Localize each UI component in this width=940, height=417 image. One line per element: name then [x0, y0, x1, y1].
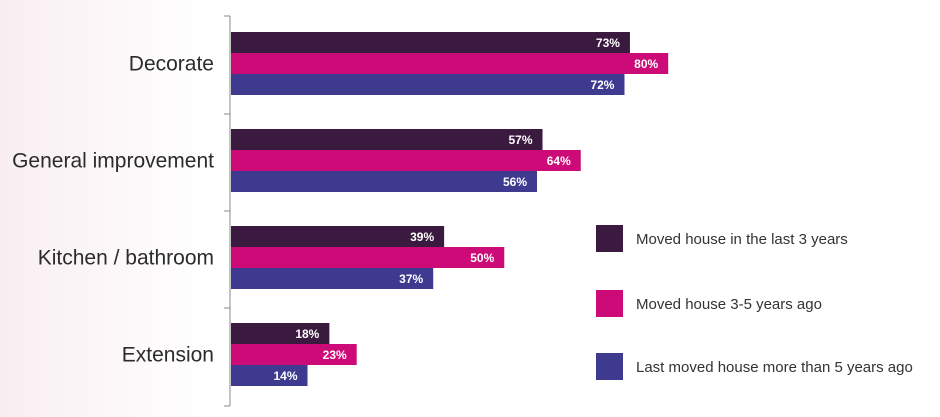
bars: 73% 80% 72% 57% 64% 56% 39% 50% 37% 18% 23% 14% [231, 32, 669, 386]
bar-value-label: 56% [503, 175, 527, 189]
bar-value-label: 18% [295, 327, 319, 341]
category-label: Decorate [129, 53, 214, 76]
category-axis [224, 15, 231, 407]
bar [231, 226, 445, 247]
bar [231, 171, 538, 192]
bar [231, 268, 434, 289]
category-label: Extension [122, 344, 214, 367]
bar-value-label: 23% [323, 348, 347, 362]
bar-value-label: 57% [508, 133, 532, 147]
legend-label: Moved house 3-5 years ago [636, 296, 822, 313]
legend-swatch [596, 353, 623, 380]
legend: Moved house in the last 3 years Moved hou… [596, 225, 913, 380]
legend-swatch [596, 225, 623, 252]
bar-value-label: 73% [596, 36, 620, 50]
bar-value-label: 50% [470, 251, 494, 265]
category-label: General improvement [12, 150, 214, 173]
bar-value-label: 64% [547, 154, 571, 168]
bar [231, 323, 330, 344]
legend-label: Moved house in the last 3 years [636, 231, 848, 248]
category-label: Kitchen / bathroom [38, 247, 214, 270]
bar-value-label: 14% [273, 369, 297, 383]
bar-value-label: 80% [634, 57, 658, 71]
legend-swatch [596, 290, 623, 317]
bar [231, 53, 669, 74]
legend-label: Last moved house more than 5 years ago [636, 359, 913, 376]
bar-value-label: 72% [590, 78, 614, 92]
bar [231, 32, 630, 53]
category-labels: Decorate General improvement Kitchen / bat… [12, 53, 214, 367]
bar [231, 129, 543, 150]
bar [231, 150, 581, 171]
bar [231, 74, 625, 95]
bar-value-label: 39% [410, 230, 434, 244]
bar [231, 247, 505, 268]
bar [231, 365, 308, 386]
bar [231, 344, 357, 365]
bar-value-label: 37% [399, 272, 423, 286]
